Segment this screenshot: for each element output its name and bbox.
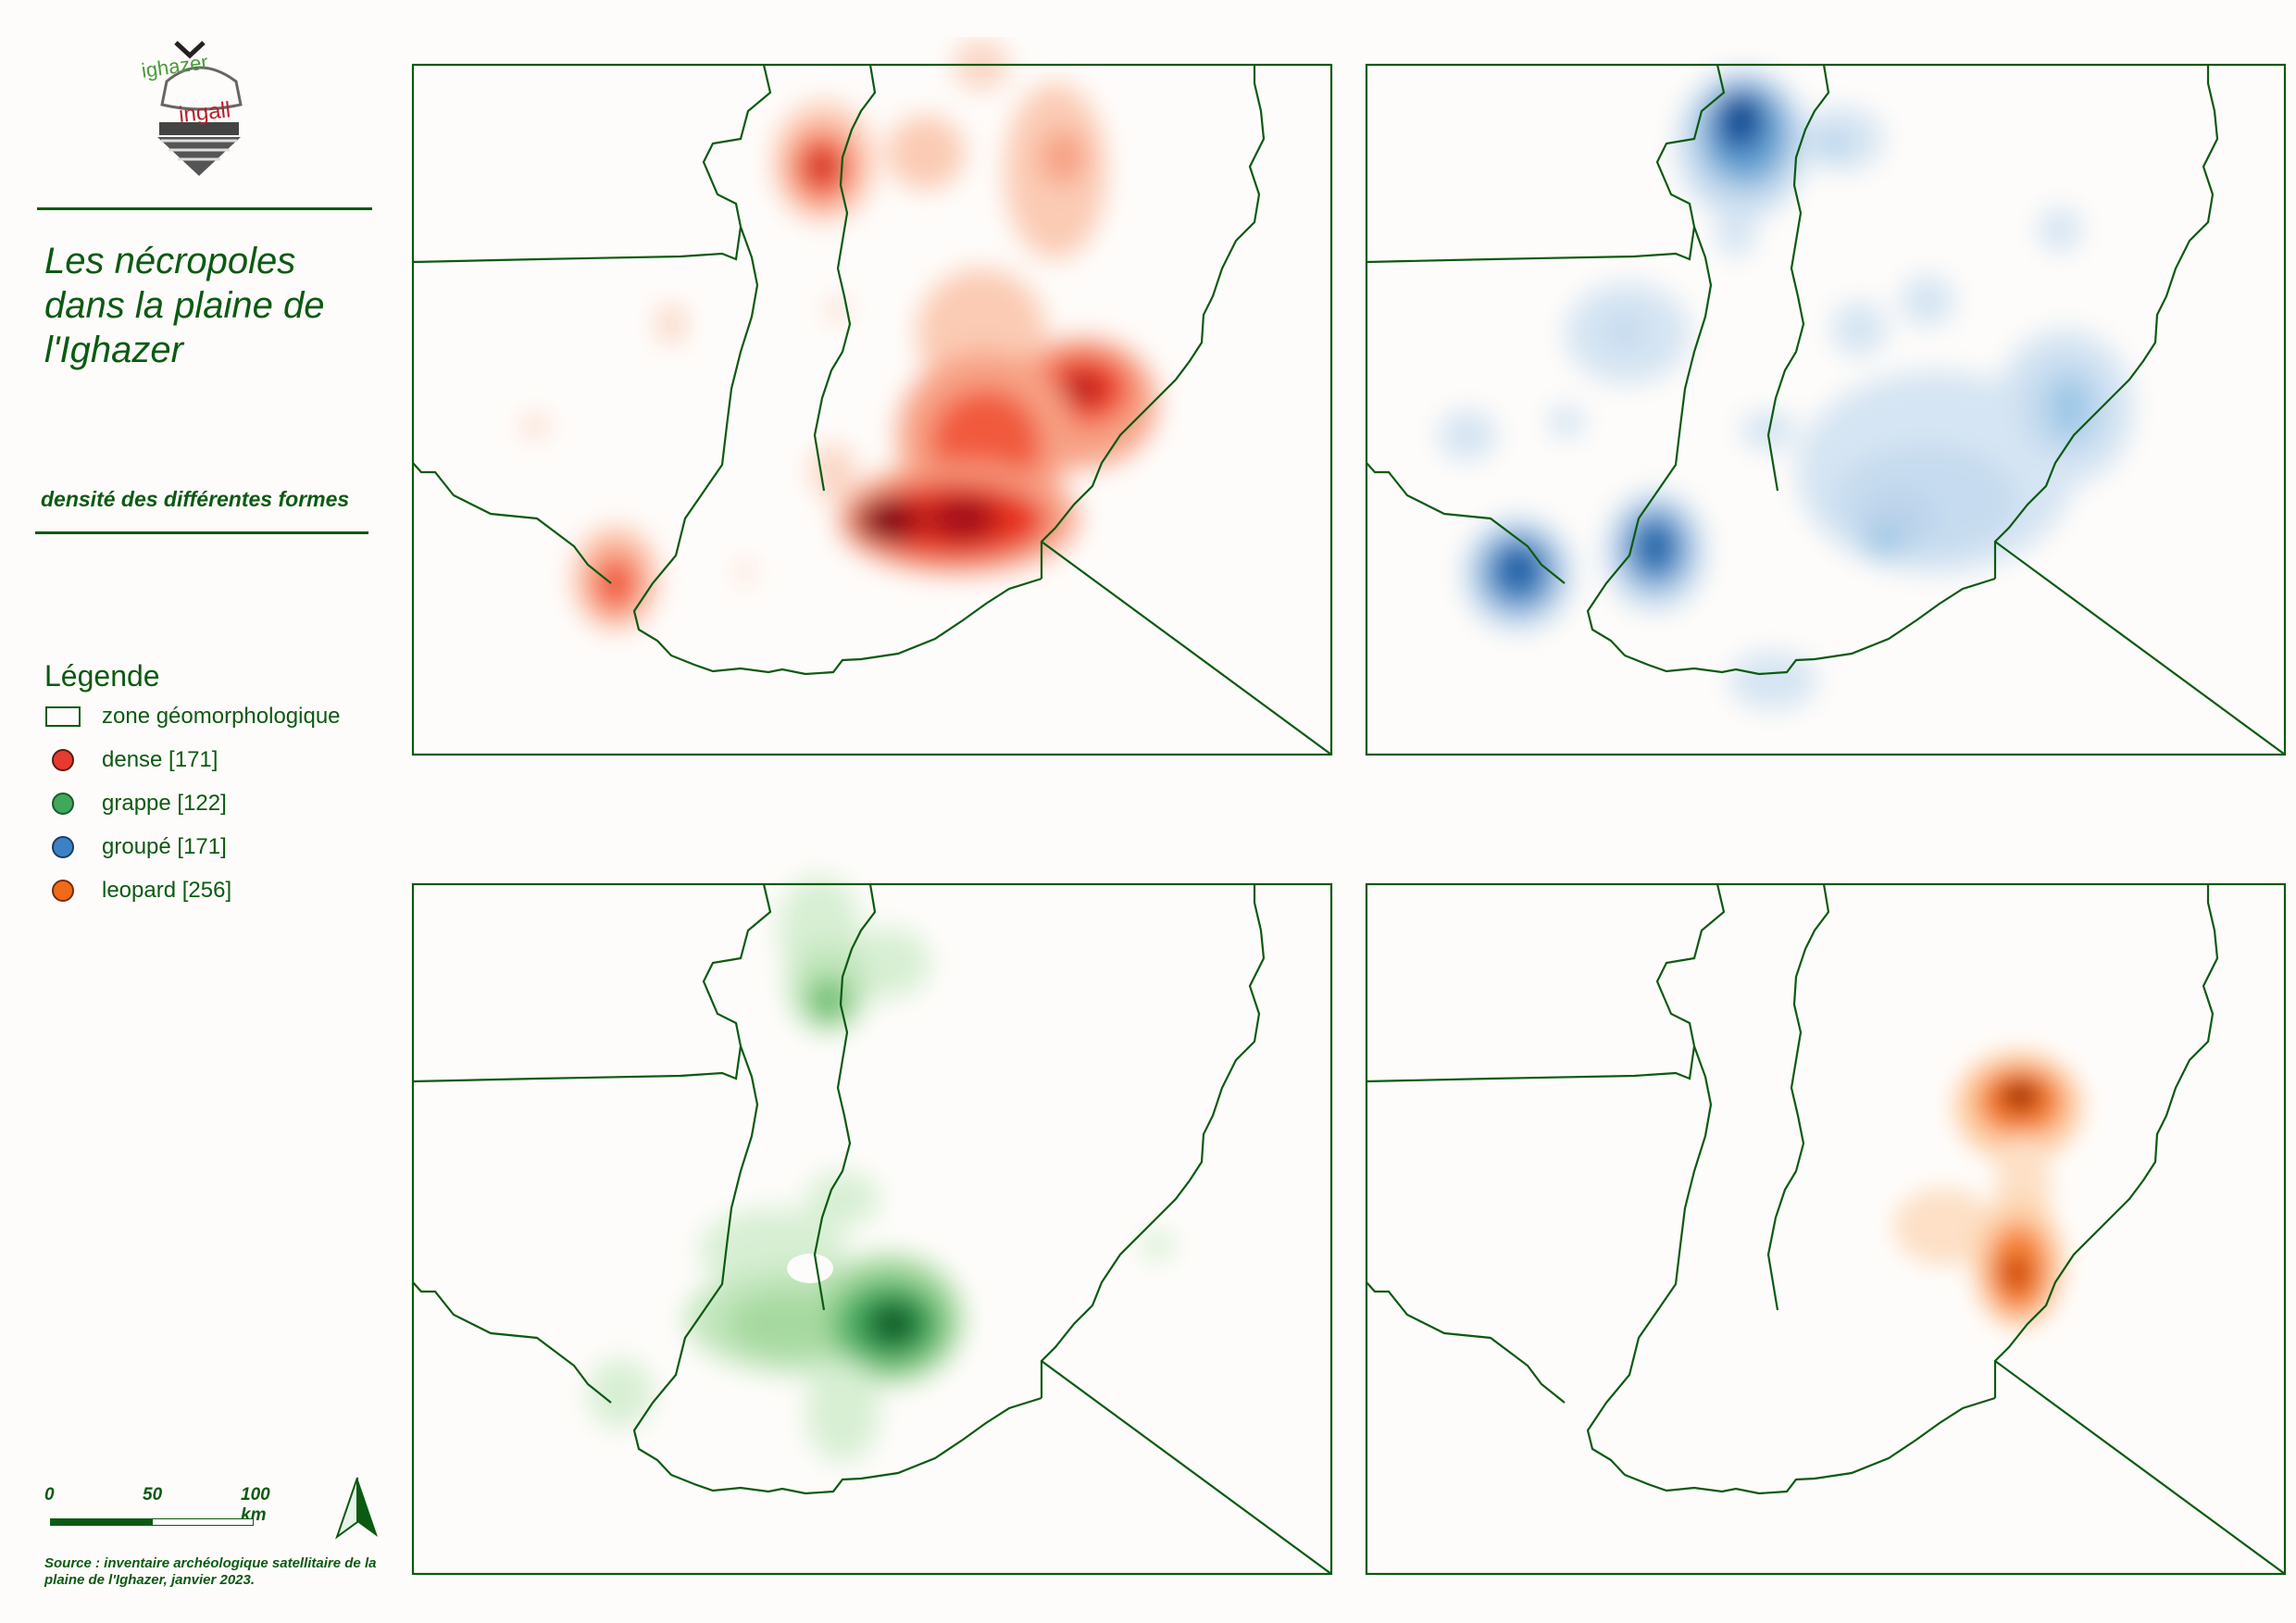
density-layer-dense [522, 39, 1157, 630]
sidebar: ighazer ingall Les nécropoles dans la pl… [0, 0, 398, 1623]
zone-box-icon [45, 706, 81, 727]
legend-item-dense: dense [171] [44, 744, 218, 776]
map-groupe [1361, 37, 2287, 768]
legend-item-zone: zone géomorphologique [44, 701, 341, 732]
density-layer-leopard [1893, 1051, 2083, 1329]
scale-bar: 0 50 100 km [44, 1485, 270, 1526]
svg-text:ighazer: ighazer [140, 50, 209, 82]
map-grappe [407, 856, 1333, 1588]
dense-dot-icon [52, 749, 74, 771]
svg-text:ingall: ingall [178, 97, 232, 128]
map-leopard [1361, 856, 2287, 1588]
legend-title: Légende [44, 659, 160, 693]
source-note: Source : inventaire archéologique satell… [44, 1555, 377, 1588]
geomorph-zones [411, 882, 1333, 1576]
map-subtitle: densité des différentes formes [41, 487, 350, 511]
divider-top [37, 207, 372, 210]
groupe-dot-icon [52, 836, 74, 858]
density-layer-groupe [1438, 69, 2134, 710]
leopard-dot-icon [52, 880, 74, 902]
map-dense [407, 37, 1333, 768]
geomorph-zones [1365, 882, 2287, 1576]
legend-item-groupe: groupé [171] [44, 831, 227, 863]
map-title: Les nécropoles dans la plaine de l'Ighaz… [44, 241, 325, 370]
geomorph-zones [1365, 63, 2287, 756]
north-arrow-icon [335, 1477, 378, 1540]
geomorph-zones [411, 63, 1333, 756]
legend-item-leopard: leopard [256] [44, 875, 231, 906]
grappe-dot-icon [52, 793, 74, 815]
divider-bottom [35, 531, 368, 534]
density-hole [787, 1254, 833, 1283]
ighazer-ingall-logo: ighazer ingall [140, 41, 243, 176]
legend-item-grappe: grappe [122] [44, 788, 227, 819]
